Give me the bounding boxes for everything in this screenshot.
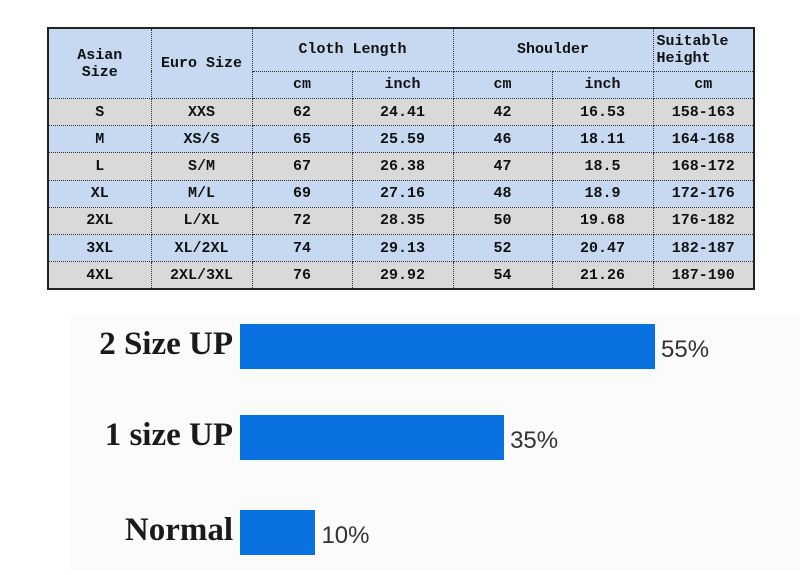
- cell-cloth-length-cm: 67: [251, 152, 353, 181]
- cell-shoulder-inch: 18.9: [551, 179, 654, 208]
- cell-euro-size: S/M: [150, 152, 253, 181]
- header-suitable-height: Suitable Height: [652, 27, 755, 72]
- category-label: 2 Size UP: [99, 326, 233, 362]
- category-label: 1 size UP: [104, 417, 233, 453]
- table-row: XL M/L 69 27.16 48 18.9 172-176: [47, 179, 755, 208]
- cell-asian-size: M: [47, 125, 152, 154]
- cell-shoulder-inch: 16.53: [551, 98, 654, 127]
- size-chart-table: Asian Size Euro Size Cloth Length Should…: [47, 27, 755, 290]
- cell-cloth-length-cm: 62: [251, 98, 353, 127]
- header-shoulder: Shoulder: [452, 27, 654, 72]
- cell-cloth-length-inch: 29.13: [351, 234, 454, 263]
- cell-euro-size: XXS: [150, 98, 253, 127]
- cell-euro-size: M/L: [150, 179, 253, 208]
- header-cloth-length-inch: inch: [351, 70, 454, 100]
- value-label: 55%: [661, 336, 710, 363]
- table-row: M XS/S 65 25.59 46 18.11 164-168: [47, 125, 755, 154]
- cell-cloth-length-cm: 74: [251, 234, 353, 263]
- header-cloth-length-cm: cm: [251, 70, 353, 100]
- cell-shoulder-cm: 48: [452, 179, 553, 208]
- value-label: 35%: [510, 427, 559, 454]
- cell-suitable-height: 172-176: [652, 179, 755, 208]
- cell-shoulder-cm: 52: [452, 234, 553, 263]
- cell-cloth-length-inch: 29.92: [351, 261, 454, 290]
- header-height-cm: cm: [652, 70, 755, 100]
- header-shoulder-cm: cm: [452, 70, 553, 100]
- cell-cloth-length-inch: 26.38: [351, 152, 454, 181]
- cell-suitable-height: 187-190: [652, 261, 755, 290]
- cell-shoulder-cm: 47: [452, 152, 553, 181]
- cell-shoulder-inch: 20.47: [551, 234, 654, 263]
- value-label: 10%: [321, 522, 370, 549]
- bar: [240, 324, 655, 369]
- table-row: L S/M 67 26.38 47 18.5 168-172: [47, 152, 755, 181]
- cell-asian-size: XL: [47, 179, 152, 208]
- cell-asian-size: 4XL: [47, 261, 152, 290]
- size-recommendation-chart: 2 Size UP 55% 1 size UP 35% Normal 10%: [70, 315, 800, 570]
- cell-cloth-length-inch: 24.41: [351, 98, 454, 127]
- cell-shoulder-cm: 50: [452, 206, 553, 236]
- table-row: S XXS 62 24.41 42 16.53 158-163: [47, 98, 755, 127]
- cell-shoulder-inch: 18.5: [551, 152, 654, 181]
- cell-suitable-height: 176-182: [652, 206, 755, 236]
- header-shoulder-inch: inch: [551, 70, 654, 100]
- cell-euro-size: 2XL/3XL: [150, 261, 253, 290]
- cell-shoulder-cm: 42: [452, 98, 553, 127]
- category-label: Normal: [124, 512, 233, 548]
- header-cloth-length: Cloth Length: [251, 27, 454, 72]
- cell-shoulder-inch: 21.26: [551, 261, 654, 290]
- cell-euro-size: L/XL: [150, 206, 253, 236]
- cell-cloth-length-cm: 69: [251, 179, 353, 208]
- header-asian-size: Asian Size: [47, 27, 152, 100]
- cell-cloth-length-inch: 27.16: [351, 179, 454, 208]
- table-row: 4XL 2XL/3XL 76 29.92 54 21.26 187-190: [47, 261, 755, 290]
- cell-cloth-length-inch: 25.59: [351, 125, 454, 154]
- bar: [240, 415, 505, 460]
- cell-asian-size: 3XL: [47, 234, 152, 263]
- cell-shoulder-inch: 19.68: [551, 206, 654, 236]
- table-row: 2XL L/XL 72 28.35 50 19.68 176-182: [47, 206, 755, 236]
- cell-shoulder-inch: 18.11: [551, 125, 654, 154]
- table-row: 3XL XL/2XL 74 29.13 52 20.47 182-187: [47, 234, 755, 263]
- cell-asian-size: 2XL: [47, 206, 152, 236]
- cell-suitable-height: 164-168: [652, 125, 755, 154]
- cell-cloth-length-cm: 76: [251, 261, 353, 290]
- cell-cloth-length-inch: 28.35: [351, 206, 454, 236]
- cell-shoulder-cm: 46: [452, 125, 553, 154]
- cell-euro-size: XS/S: [150, 125, 253, 154]
- cell-cloth-length-cm: 72: [251, 206, 353, 236]
- cell-asian-size: L: [47, 152, 152, 181]
- cell-suitable-height: 182-187: [652, 234, 755, 263]
- cell-shoulder-cm: 54: [452, 261, 553, 290]
- cell-suitable-height: 158-163: [652, 98, 755, 127]
- header-euro-size: Euro Size: [150, 27, 253, 100]
- cell-asian-size: S: [47, 98, 152, 127]
- cell-suitable-height: 168-172: [652, 152, 755, 181]
- cell-cloth-length-cm: 65: [251, 125, 353, 154]
- bar: [240, 510, 316, 555]
- cell-euro-size: XL/2XL: [150, 234, 253, 263]
